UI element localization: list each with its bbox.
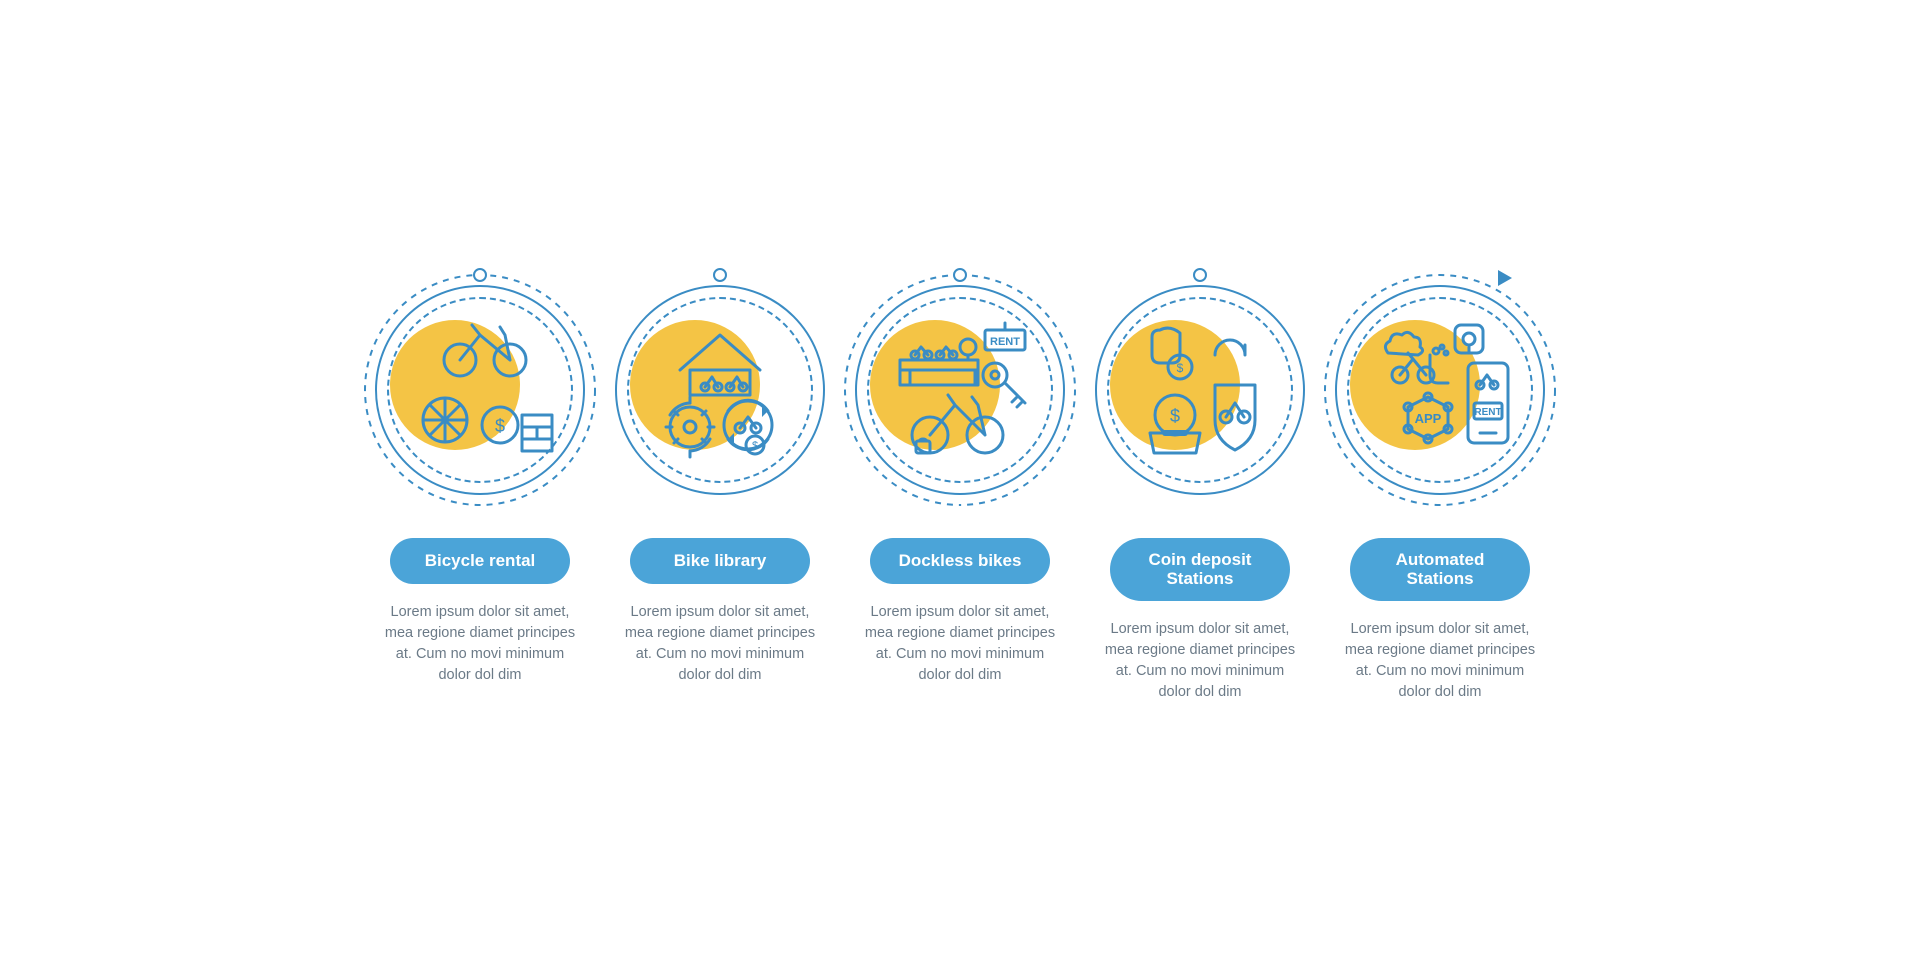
infographic-item-3: RENT bbox=[840, 260, 1080, 703]
item-4-description: Lorem ipsum dolor sit amet, mea regione … bbox=[1100, 619, 1300, 703]
item-2-description: Lorem ipsum dolor sit amet, mea regione … bbox=[620, 602, 820, 686]
item-1-top-dot-icon bbox=[473, 268, 487, 282]
item-1-title: Bicycle rental bbox=[425, 551, 536, 571]
item-3-title: Dockless bikes bbox=[899, 551, 1022, 571]
bike-library-icon: $ bbox=[635, 305, 805, 475]
item-4-pill: Coin depositStations bbox=[1110, 538, 1290, 601]
item-5-title: AutomatedStations bbox=[1396, 550, 1485, 589]
svg-text:RENT: RENT bbox=[990, 336, 1020, 348]
item-1-pill: Bicycle rental bbox=[390, 538, 570, 584]
item-1-circle: $ bbox=[360, 260, 600, 520]
automated-stations-icon: RENT APP bbox=[1355, 305, 1525, 475]
infographic-item-5: RENT APP AutomatedStations Lorem ipsum d… bbox=[1320, 260, 1560, 703]
item-3-circle: RENT bbox=[840, 260, 1080, 520]
infographic-item-2: $ Bike library Lorem ipsum dolor sit ame… bbox=[600, 260, 840, 703]
item-1-description: Lorem ipsum dolor sit amet, mea regione … bbox=[380, 602, 580, 686]
svg-text:$: $ bbox=[1177, 361, 1184, 375]
svg-text:RENT: RENT bbox=[1474, 407, 1501, 418]
svg-text:APP: APP bbox=[1415, 411, 1442, 426]
item-5-circle: RENT APP bbox=[1320, 260, 1560, 520]
item-2-title: Bike library bbox=[674, 551, 767, 571]
item-2-top-dot-icon bbox=[713, 268, 727, 282]
item-2-pill: Bike library bbox=[630, 538, 810, 584]
item-4-top-dot-icon bbox=[1193, 268, 1207, 282]
item-3-pill: Dockless bikes bbox=[870, 538, 1050, 584]
item-3-description: Lorem ipsum dolor sit amet, mea regione … bbox=[860, 602, 1060, 686]
item-2-circle: $ bbox=[600, 260, 840, 520]
item-5-description: Lorem ipsum dolor sit amet, mea regione … bbox=[1340, 619, 1540, 703]
infographic-item-1: $ Bicycle rental Lorem ipsum dolor sit a… bbox=[360, 260, 600, 703]
svg-text:$: $ bbox=[495, 416, 505, 436]
infographic-item-4: $ $ Coin depositStations Lorem ipsum dol… bbox=[1080, 260, 1320, 703]
item-5-pill: AutomatedStations bbox=[1350, 538, 1530, 601]
bicycle-rental-icon: $ bbox=[395, 305, 565, 475]
svg-text:$: $ bbox=[1170, 406, 1180, 426]
bike-sharing-infographic: $ Bicycle rental Lorem ipsum dolor sit a… bbox=[360, 260, 1560, 703]
dockless-bikes-icon: RENT bbox=[875, 305, 1045, 475]
item-4-title: Coin depositStations bbox=[1149, 550, 1252, 589]
item-3-top-dot-icon bbox=[953, 268, 967, 282]
item-4-circle: $ $ bbox=[1080, 260, 1320, 520]
item-5-arrow-icon bbox=[1498, 270, 1512, 286]
coin-deposit-icon: $ $ bbox=[1115, 305, 1285, 475]
